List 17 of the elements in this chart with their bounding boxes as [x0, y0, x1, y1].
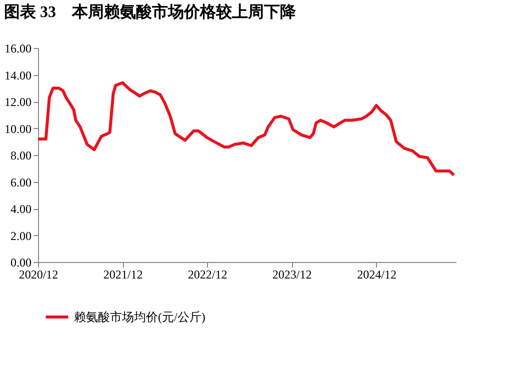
y-tick-label: 4.00: [10, 202, 32, 216]
x-tick-label: 2022/12: [188, 268, 228, 282]
y-tick-label: 6.00: [10, 175, 32, 190]
y-tick-label: 16.00: [4, 42, 32, 56]
x-tick-label: 2020/12: [18, 268, 58, 282]
x-tick-label: 2024/12: [357, 268, 397, 282]
y-tick-label: 8.00: [10, 148, 32, 162]
line-series: [36, 81, 456, 177]
chart-title: 图表 33 本周赖氨酸市场价格较上周下降: [4, 3, 297, 21]
y-tick-label: 10.00: [4, 122, 32, 136]
y-tick-label: 14.00: [4, 68, 32, 82]
y-tick-label: 0.00: [10, 256, 32, 270]
x-tick-label: 2023/12: [272, 268, 312, 282]
y-tick-label: 12.00: [4, 95, 32, 109]
x-tick-label: 2021/12: [103, 268, 143, 282]
legend-label: 赖氨酸市场均价(元/公斤): [74, 310, 206, 324]
y-tick-label: 2.00: [10, 228, 32, 243]
